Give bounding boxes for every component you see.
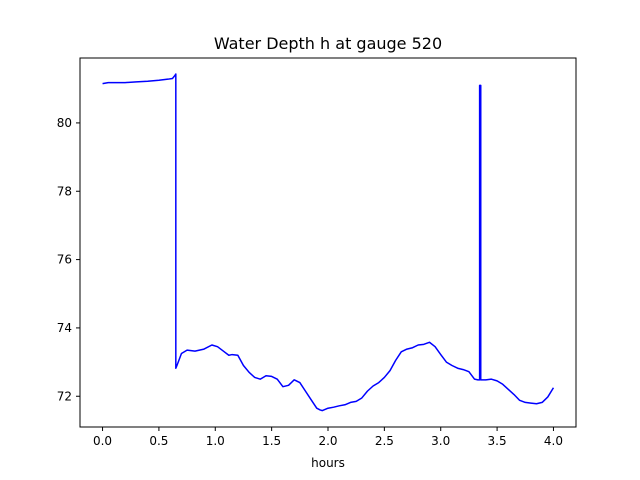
x-tick-label: 2.5 xyxy=(375,434,394,448)
y-tick-label: 74 xyxy=(57,321,72,335)
y-tick-label: 80 xyxy=(57,116,72,130)
y-tick-label: 76 xyxy=(57,253,72,267)
y-tick-label: 78 xyxy=(57,184,72,198)
series-line-0 xyxy=(102,73,555,412)
x-tick-label: 0.0 xyxy=(93,434,112,448)
x-tick-label: 2.0 xyxy=(318,434,337,448)
x-tick-label: 3.0 xyxy=(431,434,450,448)
x-tick-label: 4.0 xyxy=(544,434,563,448)
chart-title: Water Depth h at gauge 520 xyxy=(214,34,442,53)
x-axis-ticks: 0.0 0.5 1.0 1.5 2.0 2.5 3.0 3.5 4.0 xyxy=(93,427,563,448)
x-tick-label: 1.5 xyxy=(262,434,281,448)
series-layer xyxy=(102,73,555,412)
plot-frame xyxy=(79,57,577,428)
y-tick-label: 72 xyxy=(57,389,72,403)
y-axis-ticks: 72 74 76 78 80 xyxy=(57,116,80,403)
x-tick-label: 3.5 xyxy=(488,434,507,448)
x-tick-label: 1.0 xyxy=(206,434,225,448)
x-tick-label: 0.5 xyxy=(149,434,168,448)
plot-area xyxy=(80,58,576,427)
x-axis-label: hours xyxy=(311,456,345,470)
